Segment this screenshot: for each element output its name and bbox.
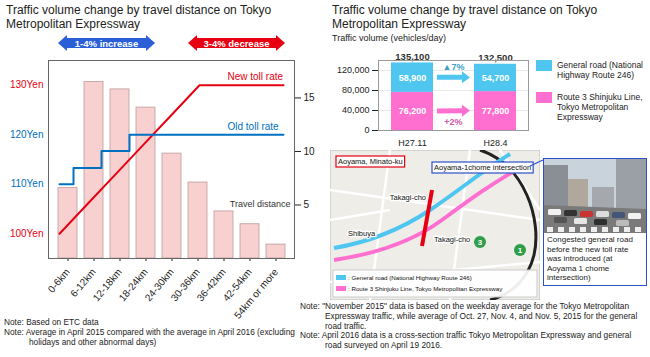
svg-text:0-6km: 0-6km: [45, 266, 72, 295]
svg-text:80,000: 80,000: [342, 85, 370, 95]
svg-text:54,700: 54,700: [482, 73, 510, 83]
svg-text:+2%: +2%: [444, 117, 462, 127]
svg-text:77,800: 77,800: [482, 106, 510, 116]
svg-text:H28.4: H28.4: [483, 138, 507, 148]
svg-text:110Yen: 110Yen: [11, 178, 44, 189]
svg-text:H27.11: H27.11: [398, 138, 426, 148]
html-text:Traffic volume (vehicles/day): Traffic volume (vehicles/day): [332, 33, 446, 43]
svg-text:130Yen: 130Yen: [10, 79, 44, 90]
html-text:Note: Average in April 2015 co: Note: Average in April 2015 compared wit…: [4, 326, 295, 347]
svg-text:58,900: 58,900: [399, 73, 427, 83]
svg-text:15: 15: [304, 92, 316, 103]
svg-text:6-12km: 6-12km: [68, 266, 98, 299]
html-text:Traffic volume change by trave: Traffic volume change by travel distance…: [6, 3, 272, 31]
svg-text:1: 1: [518, 246, 523, 255]
html-text:Note: Based on ETC data: Note: Based on ETC data: [4, 317, 99, 327]
svg-text:76,200: 76,200: [399, 106, 427, 116]
svg-text:0: 0: [364, 125, 369, 135]
html-text:Congested general road before: Congested general road before the new to…: [547, 235, 633, 283]
html-text:Note: April 2016 data is a cro: Note: April 2016 data is a cross-section…: [300, 330, 632, 351]
svg-text:40,000: 40,000: [342, 105, 370, 115]
svg-text:Takagi-cho: Takagi-cho: [390, 193, 426, 202]
svg-text:Takagi-cho: Takagi-cho: [434, 235, 470, 244]
svg-text:18-24km: 18-24km: [116, 266, 150, 304]
svg-text:3: 3: [478, 238, 483, 247]
html-text:General road (National Highway: General road (National Highway Route 246…: [557, 60, 643, 80]
svg-text:Aoyama, Minato-ku: Aoyama, Minato-ku: [338, 157, 403, 166]
svg-text:Old toll rate: Old toll rate: [228, 121, 280, 132]
svg-text:: General road (National Highw: : General road (National Highway Route 2…: [348, 274, 472, 281]
svg-text:120Yen: 120Yen: [10, 129, 44, 140]
svg-text:▲7%: ▲7%: [443, 62, 465, 72]
svg-text:135,100: 135,100: [395, 51, 430, 62]
html-text:Traffic volume change by trave: Traffic volume change by travel distance…: [332, 3, 598, 31]
html-text:Note: "November 2015" data is: Note: "November 2015" data is based on t…: [300, 301, 638, 331]
svg-text:36-42km: 36-42km: [194, 266, 228, 304]
svg-text:24-30km: 24-30km: [142, 266, 176, 304]
svg-text:12-18km: 12-18km: [90, 266, 124, 304]
svg-text:Aoyama-1chome intersection: Aoyama-1chome intersection: [434, 163, 531, 172]
svg-text:42-54km: 42-54km: [220, 266, 254, 304]
svg-text:54km or more: 54km or more: [232, 266, 280, 321]
svg-text:30-36km: 30-36km: [168, 266, 202, 304]
svg-text:3-4% decrease: 3-4% decrease: [203, 38, 269, 49]
svg-text:120,000: 120,000: [337, 65, 370, 75]
svg-text:1-4% increase: 1-4% increase: [75, 38, 138, 49]
svg-text:5: 5: [304, 199, 310, 210]
svg-text:Shibuya: Shibuya: [348, 229, 376, 238]
svg-text:New toll rate: New toll rate: [228, 71, 284, 82]
svg-text:132,500: 132,500: [478, 52, 512, 63]
svg-text:100Yen: 100Yen: [10, 228, 44, 239]
svg-text:10: 10: [304, 146, 316, 157]
html-text:Route 3 Shinjuku Line, Tokyo M: Route 3 Shinjuku Line, Tokyo Metropolita…: [557, 92, 643, 122]
svg-text:Travel distance: Travel distance: [230, 199, 291, 209]
svg-text:: Route 3 Shinjuku Line, Tokyo: : Route 3 Shinjuku Line, Tokyo Metropoli…: [348, 285, 503, 292]
